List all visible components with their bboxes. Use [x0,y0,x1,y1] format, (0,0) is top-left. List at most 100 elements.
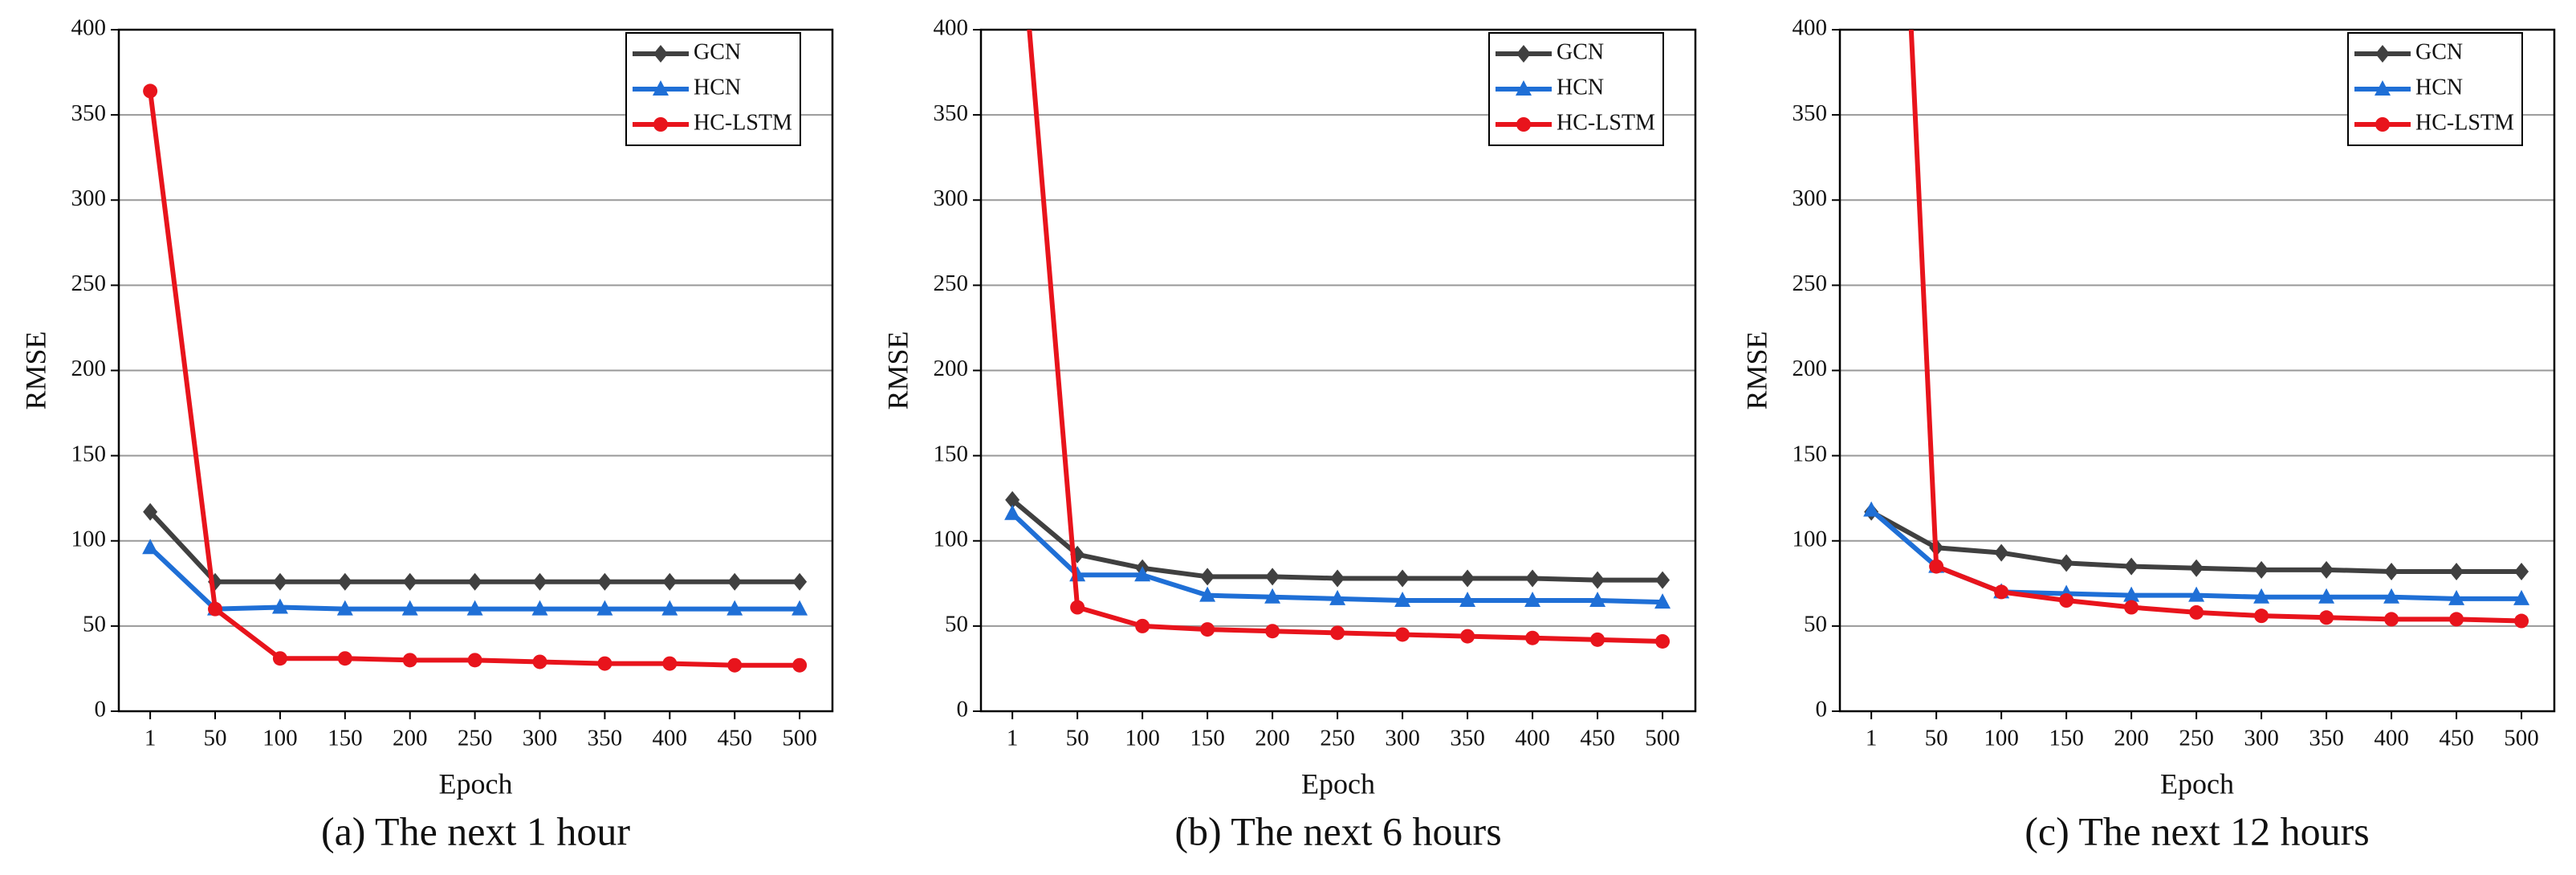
y-tick-label: 350 [71,100,107,126]
x-tick-label: 400 [1515,726,1550,751]
legend-label: HC-LSTM [2415,110,2514,135]
marker [402,572,417,591]
marker [2189,559,2204,577]
legend-marker [653,80,669,96]
marker [271,598,288,614]
marker [1330,569,1345,588]
legend-marker [2375,80,2391,96]
y-tick-label: 400 [71,15,107,41]
plot-frame [979,28,1697,713]
x-tick-label: 500 [1645,726,1680,751]
legend-label: HC-LSTM [1557,110,1655,135]
marker [143,83,158,99]
marker [1655,571,1671,589]
legend-marker [653,45,668,63]
legend-marker [653,117,668,132]
x-tick-label: 500 [782,726,817,751]
marker [1655,633,1671,649]
marker [208,601,223,617]
marker [1460,629,1475,644]
marker [1590,632,1605,647]
marker [1459,592,1476,608]
marker [1395,569,1410,588]
x-tick-label: 1 [1866,726,1878,751]
marker [143,503,158,521]
marker [2124,557,2139,576]
marker [597,656,612,671]
marker [1994,584,2009,600]
y-axis-label: RMSE [1740,331,1772,409]
x-tick-label: 400 [2374,726,2409,751]
marker [792,572,808,591]
marker [2253,588,2270,604]
y-tick-label: 100 [1793,526,1828,551]
plot-area [142,83,808,673]
marker [1654,593,1671,609]
marker [2254,560,2269,579]
legend-marker [1516,80,1532,96]
marker [2449,562,2464,580]
marker [727,572,743,591]
legend-label: HCN [694,75,741,100]
marker [662,656,678,671]
chart-title: (a) The next 1 hour [321,808,630,853]
y-tick-label: 150 [1793,441,1828,466]
marker [532,572,547,591]
y-tick-label: 50 [83,612,106,637]
marker [272,572,287,591]
x-tick-label: 250 [2179,726,2214,751]
y-tick-label: 200 [1793,356,1828,381]
marker [337,651,352,666]
x-tick-label: 50 [1066,726,1089,751]
marker [2254,608,2269,624]
marker [531,600,548,616]
legend-label: HCN [2415,75,2463,100]
marker [1265,568,1280,586]
y-tick-label: 400 [934,15,969,41]
x-tick-label: 350 [1450,726,1485,751]
marker [1590,571,1605,589]
marker [2189,604,2204,620]
marker [2449,612,2464,627]
y-tick-label: 400 [1793,15,1828,41]
x-tick-label: 250 [458,726,493,751]
marker [2123,586,2140,602]
y-tick-label: 250 [934,271,969,296]
marker [1330,625,1345,641]
marker [1135,618,1150,633]
marker [2188,586,2205,602]
marker [2124,600,2139,615]
x-tick-label: 50 [1925,726,1948,751]
y-tick-label: 100 [934,526,969,551]
marker [2059,554,2074,572]
y-tick-label: 0 [95,697,107,722]
y-tick-label: 250 [1793,271,1828,296]
y-tick-label: 300 [1793,185,1828,211]
legend-marker [2375,117,2390,132]
x-tick-label: 450 [717,726,752,751]
chart-title: (c) The next 12 hours [2025,808,2370,853]
marker [792,657,808,673]
marker [2514,562,2529,580]
x-tick-label: 150 [328,726,363,751]
x-tick-label: 200 [2114,726,2149,751]
x-tick-label: 250 [1320,726,1355,751]
plot-frame [1838,28,2556,713]
marker [337,572,352,591]
marker [466,600,483,616]
x-axis-label: Epoch [439,767,513,800]
marker [1200,622,1215,637]
marker [1525,630,1540,645]
marker [142,539,159,555]
marker [1200,568,1215,586]
marker [2383,588,2400,604]
series-line [1011,498,1663,583]
y-tick-label: 150 [71,441,107,466]
marker [1929,559,1944,574]
y-tick-label: 100 [71,526,107,551]
marker [467,572,482,591]
y-tick-label: 350 [1793,100,1828,126]
